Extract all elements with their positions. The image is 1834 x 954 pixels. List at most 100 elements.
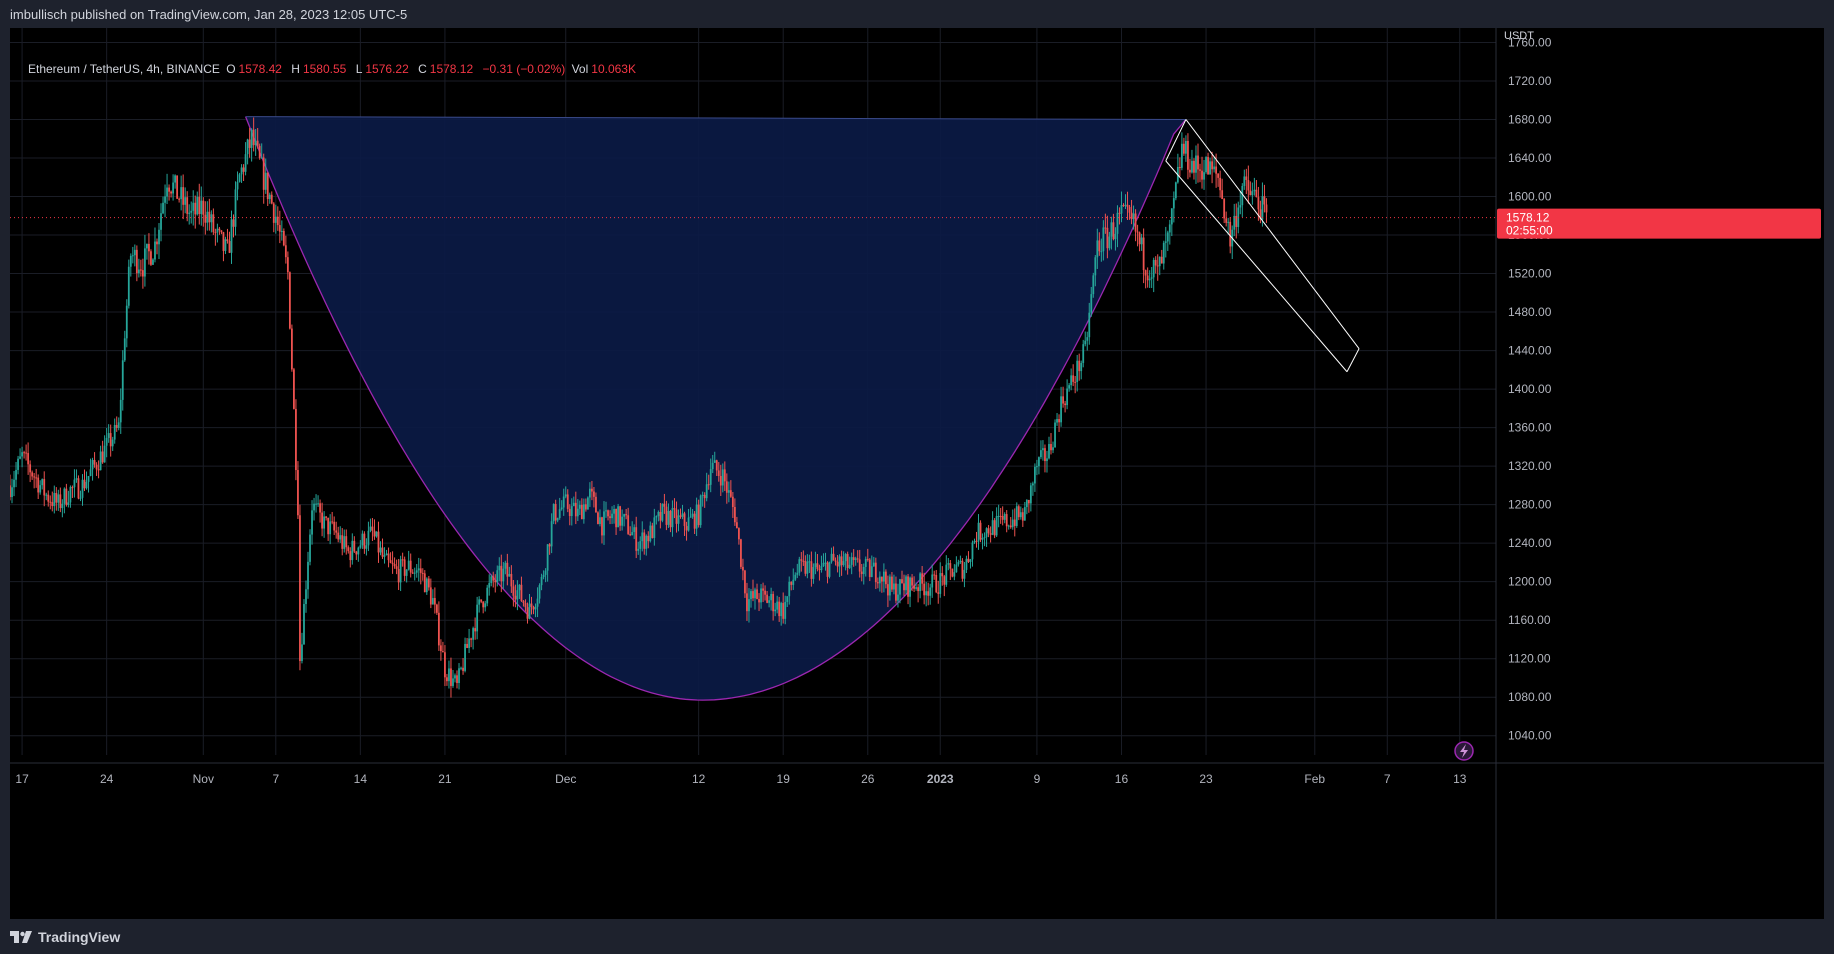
candle-body [156,241,158,245]
candle-body [315,503,317,505]
candle-body [359,545,362,548]
candle-body [383,555,386,557]
tradingview-logo[interactable]: TradingView [10,929,120,945]
candle-body [800,559,803,561]
candle-body [1130,212,1133,220]
price-tick-label: 1520.00 [1508,267,1552,281]
candle-body [1078,360,1081,372]
candle-body [63,488,66,504]
candle-body [419,568,422,573]
candle-body [760,588,762,603]
candle-body [81,479,84,498]
candle-body [313,503,315,511]
time-tick-label: 21 [438,772,452,786]
candle-body [125,305,128,339]
candle-body [61,503,64,509]
candle-body [993,520,996,536]
candle-body [1219,177,1222,191]
candle-body [1203,172,1205,180]
candle-body [733,507,736,523]
candle-body [252,129,255,146]
candle-body [55,492,58,503]
candle-body [395,566,398,570]
candle-body [625,514,628,516]
candle-body [862,566,865,575]
candle-body [1160,256,1163,264]
candle-series [10,117,1268,698]
candle-body [562,496,565,508]
candle-body [303,604,305,645]
candle-body [248,139,251,148]
candle-body [216,228,219,233]
candle-body [1114,233,1117,240]
chart-canvas[interactable]: USDT 1040.00 1080.00 1120.00 1160.00 1200.00 1… [10,28,1824,919]
candle-body [11,487,13,498]
candle-body [1166,232,1169,242]
candle-body [520,584,523,601]
candle-body [246,139,249,155]
candle-body [619,506,622,526]
candle-body [1046,458,1048,462]
candle-body [423,573,426,593]
candle-body [1086,337,1089,341]
bottom-bar: TradingView [0,919,1834,954]
chart-area[interactable]: USDT 1040.00 1080.00 1120.00 1160.00 1200.00 1… [10,28,1824,919]
candle-body [570,506,573,517]
cup-curve [244,116,1187,701]
candle-body [1110,222,1113,237]
candle-body [979,522,982,540]
candle-body [1033,466,1036,484]
candle-body [870,566,873,577]
flash-icon[interactable] [1454,741,1474,761]
candle-body [699,495,702,526]
legend-volume: Vol 10.063K [572,62,639,76]
cup-pattern-drawing [244,116,1187,701]
candle-body [804,561,807,574]
candle-body [858,559,861,572]
candle-body [945,564,948,585]
candle-body [512,586,515,596]
candle-body [681,513,684,517]
candle-body [635,527,638,551]
candle-body [786,596,789,602]
candle-body [23,452,25,454]
candle-body [566,494,569,509]
candle-body [131,255,134,257]
candle-body [832,553,835,561]
candle-body [299,515,301,661]
candle-body [623,514,626,517]
candle-body [586,497,589,510]
candle-body [462,667,464,671]
candle-body [872,562,875,567]
candle-body [133,249,136,256]
candle-body [1263,196,1266,205]
candle-body [1013,519,1016,526]
candle-body [460,667,462,669]
candle-body [645,535,648,549]
candle-body [925,591,928,596]
candle-body [1251,191,1254,196]
candle-body [1255,189,1258,198]
candle-body [10,485,11,498]
time-tick-label: 9 [1034,772,1041,786]
candle-body [987,528,990,534]
candle-body [609,516,611,519]
candle-body [510,573,513,587]
time-tick-label: 26 [861,772,875,786]
candle-body [822,562,825,567]
candle-body [148,243,150,252]
candle-body [1064,403,1067,406]
candle-body [43,479,46,496]
candle-body [655,516,658,518]
candle-body [1068,385,1071,389]
candle-body [349,551,352,561]
candle-body [97,469,100,471]
candle-body [935,574,938,593]
candle-body [488,583,491,588]
candle-body [1154,259,1157,266]
price-tick-label: 1720.00 [1508,74,1552,88]
candle-body [599,517,601,525]
candle-body [343,536,346,549]
candle-body [83,479,86,489]
candle-body [93,460,96,465]
